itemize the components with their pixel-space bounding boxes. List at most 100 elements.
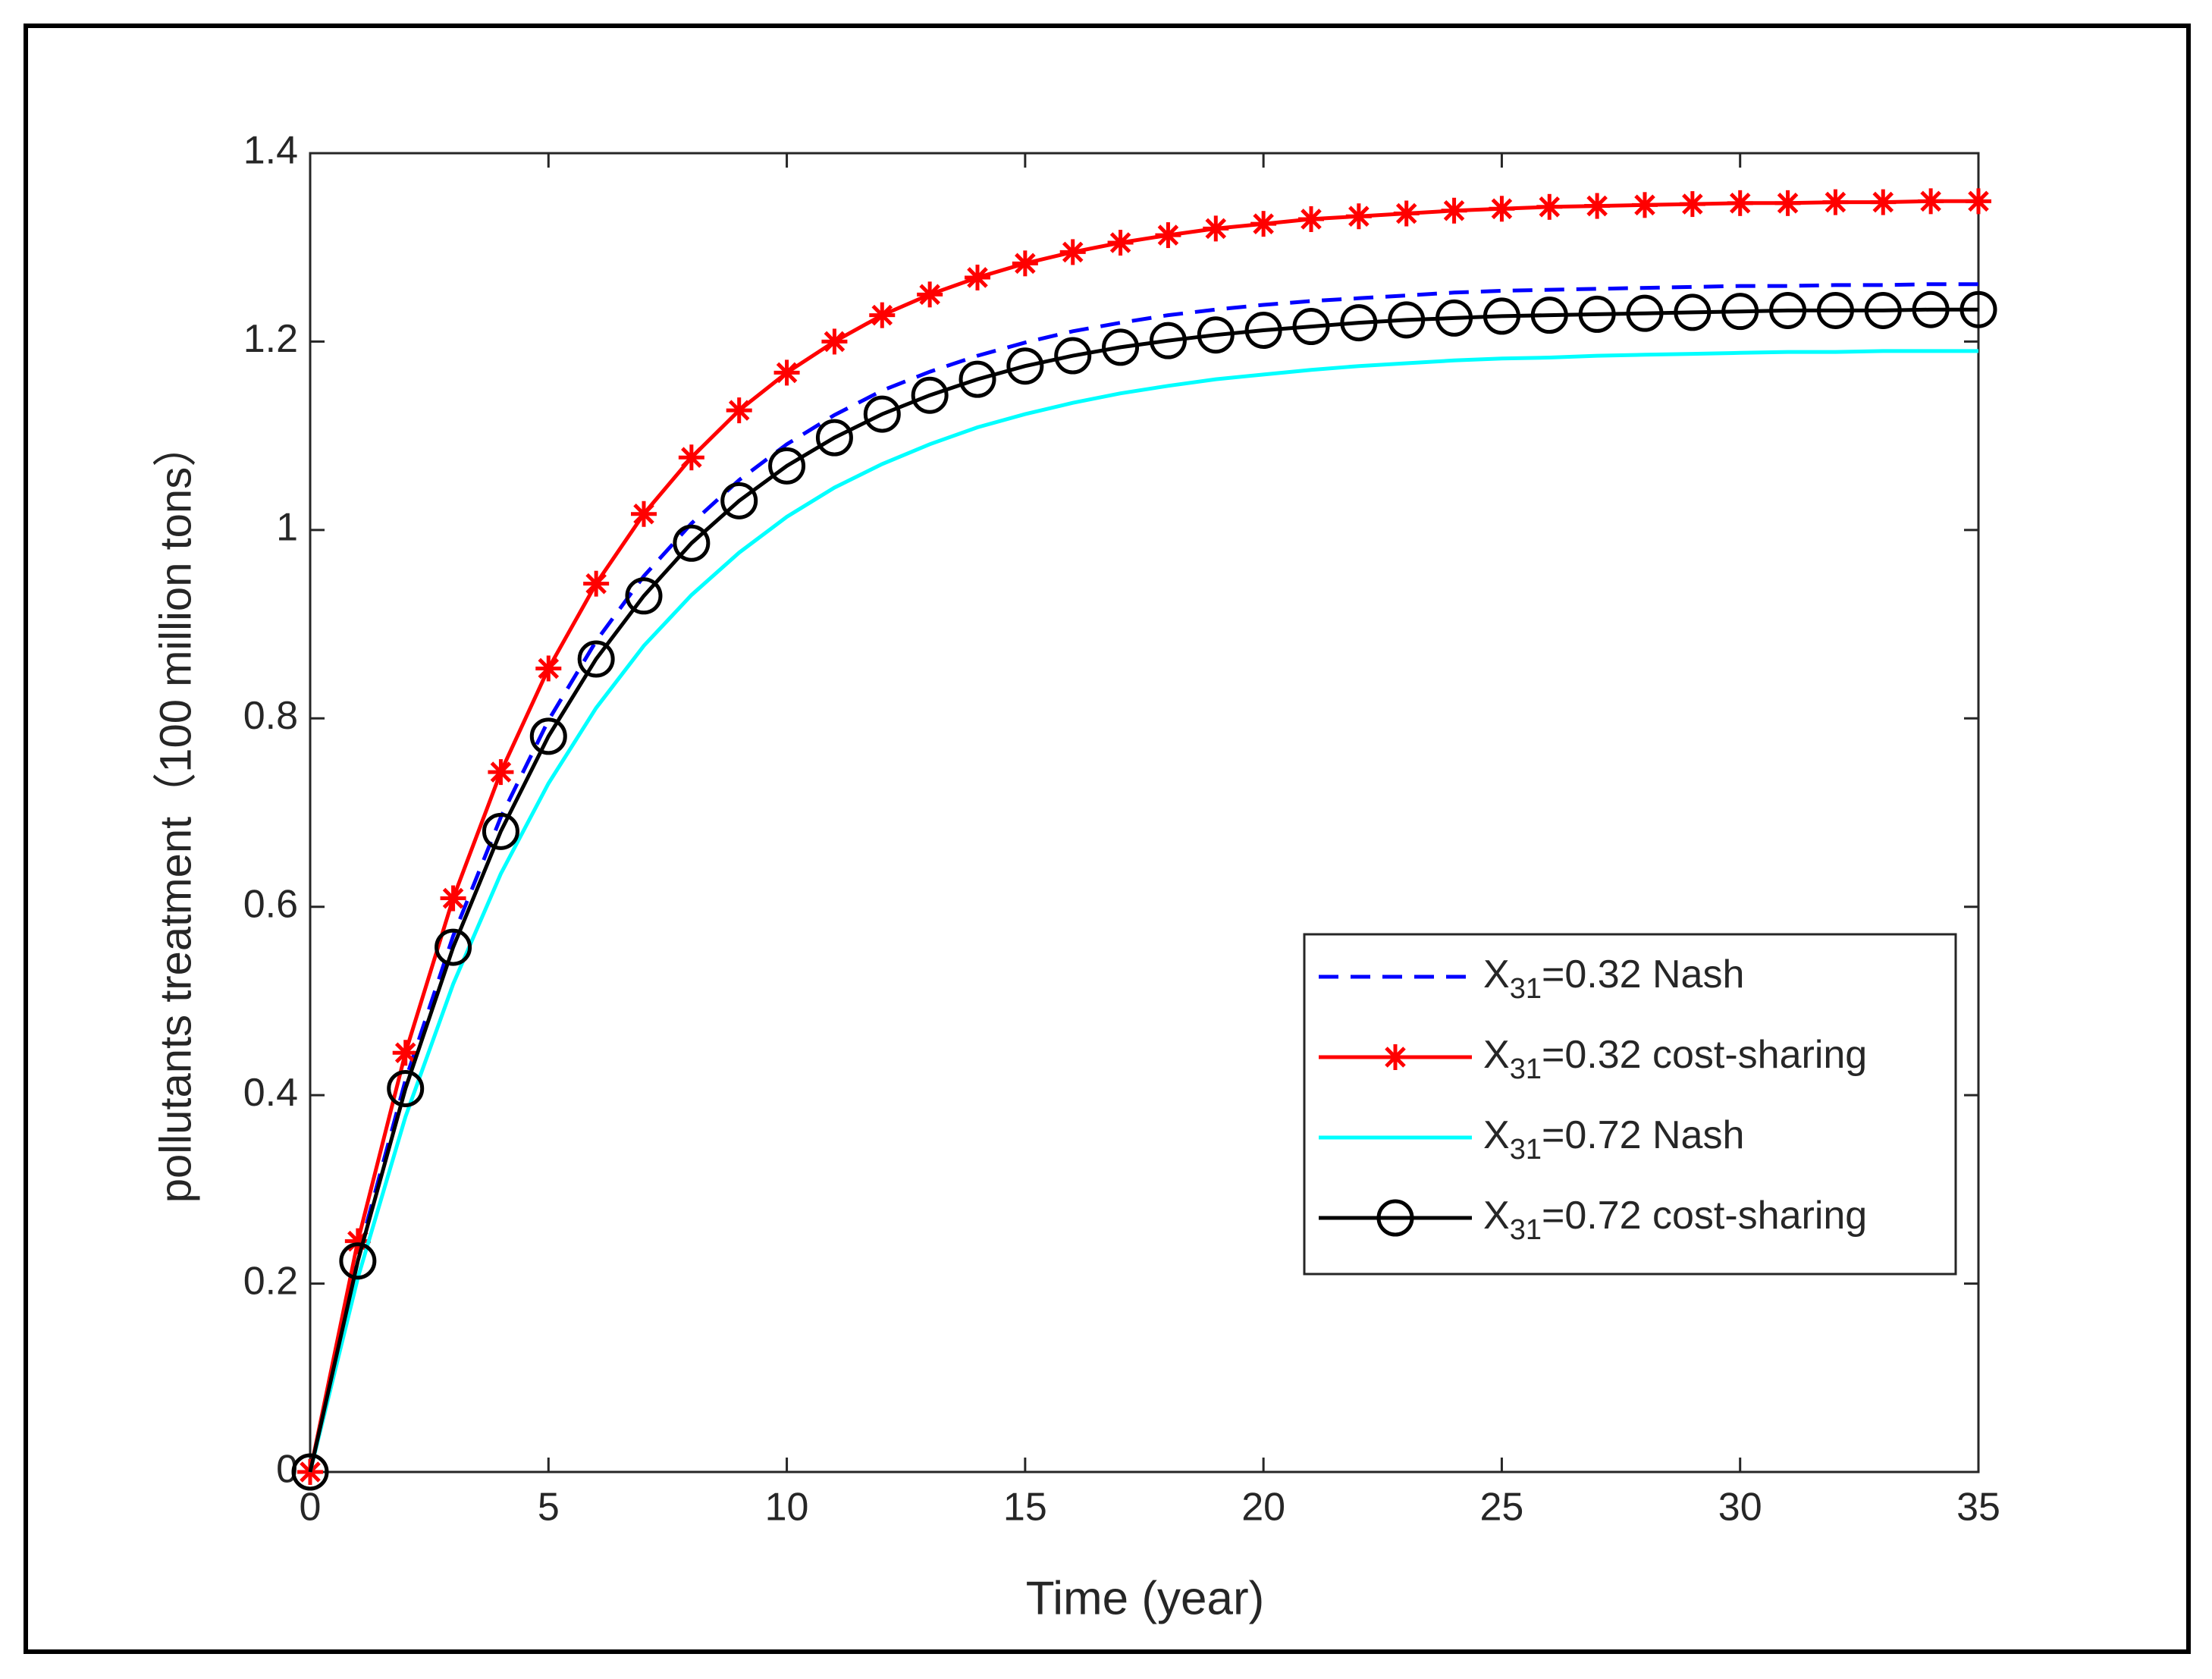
circle-marker <box>482 812 519 850</box>
circle-marker <box>1483 297 1520 335</box>
asterisk-marker <box>440 885 466 912</box>
marker-shape <box>1376 1199 1414 1237</box>
marker-shape <box>1769 291 1807 329</box>
asterisk-marker <box>535 655 562 682</box>
x-tick-label: 25 <box>1480 1486 1524 1530</box>
asterisk-marker <box>869 302 896 328</box>
marker-stroke <box>1443 199 1465 221</box>
circle-marker <box>1816 291 1854 329</box>
circle-marker <box>1959 290 1997 328</box>
asterisk-marker <box>821 328 848 355</box>
circle-marker <box>959 360 996 398</box>
marker-shape <box>1292 308 1330 346</box>
marker-stroke <box>394 1042 416 1064</box>
asterisk-marker <box>1203 215 1229 242</box>
marker-stroke <box>776 362 798 384</box>
asterisk-marker <box>1250 211 1277 237</box>
asterisk-marker <box>583 570 610 597</box>
marker-stroke <box>1968 190 1989 212</box>
marker-stroke <box>1729 193 1751 214</box>
marker-shape <box>1197 316 1235 354</box>
marker-shape <box>768 447 806 485</box>
circle-marker <box>1769 291 1807 329</box>
series-line <box>308 282 1978 1473</box>
marker-stroke <box>824 331 846 353</box>
x-tick-label: 15 <box>1003 1486 1047 1530</box>
asterisk-marker <box>678 444 704 471</box>
marker-stroke <box>585 573 607 595</box>
circle-marker <box>339 1242 377 1280</box>
asterisk-marker <box>917 281 943 308</box>
circle-marker <box>1912 290 1950 328</box>
x-tick-label: 20 <box>1241 1486 1285 1530</box>
circle-marker <box>625 577 663 615</box>
asterisk-marker <box>1727 190 1753 216</box>
asterisk-marker <box>1012 250 1038 277</box>
y-tick-label: 0.2 <box>243 1259 298 1303</box>
marker-shape <box>1864 291 1902 329</box>
marker-stroke <box>1539 196 1561 218</box>
asterisk-marker <box>1489 196 1515 222</box>
circle-marker <box>1578 295 1616 333</box>
marker-shape <box>1340 304 1378 342</box>
y-tick-label: 0.8 <box>243 694 298 738</box>
circle-marker <box>1006 347 1044 385</box>
marker-stroke <box>1825 191 1846 213</box>
marker-stroke <box>1205 218 1227 240</box>
marker-stroke <box>1062 241 1084 263</box>
asterisk-marker <box>1584 193 1611 219</box>
asterisk-marker <box>1870 189 1897 215</box>
marker-stroke <box>728 400 750 421</box>
circle-marker <box>863 395 901 433</box>
marker-shape <box>1244 312 1282 350</box>
marker-shape <box>1721 293 1759 331</box>
circle-marker <box>1340 304 1378 342</box>
y-tick-label: 1.2 <box>243 317 298 361</box>
marker-stroke <box>633 503 654 525</box>
asterisk-marker <box>1918 188 1944 215</box>
circle-marker <box>815 419 853 457</box>
asterisk-marker <box>1155 222 1181 249</box>
circle-marker <box>1054 337 1092 375</box>
circle-marker <box>1435 299 1473 337</box>
circle-marker <box>387 1069 425 1107</box>
x-tick-label: 0 <box>300 1486 322 1530</box>
series-line <box>308 349 1978 1473</box>
x-axis-label: Time (year) <box>1026 1572 1265 1624</box>
marker-stroke <box>1253 213 1274 234</box>
legend-label: X31=0.72 cost-sharing <box>1483 1194 1867 1246</box>
marker-stroke <box>871 304 893 326</box>
asterisk-marker <box>1822 189 1849 215</box>
asterisk-marker <box>965 264 990 290</box>
marker-shape <box>959 360 996 398</box>
marker-shape <box>1149 322 1187 359</box>
circle-marker <box>1674 293 1712 331</box>
marker-shape <box>482 812 519 850</box>
marker-shape <box>1674 293 1712 331</box>
marker-shape <box>911 376 949 414</box>
marker-shape <box>1006 347 1044 385</box>
legend-marker <box>1382 1044 1408 1070</box>
marker-stroke <box>1491 198 1513 220</box>
circle-marker <box>1244 312 1282 350</box>
circle-marker <box>911 376 949 414</box>
marker-shape <box>1578 295 1616 333</box>
circle-marker <box>768 447 806 485</box>
marker-shape <box>1435 299 1473 337</box>
circle-marker <box>529 717 567 755</box>
marker-shape <box>1530 297 1568 334</box>
marker-shape <box>1388 301 1426 339</box>
marker-shape <box>720 482 758 519</box>
asterisk-marker <box>1059 239 1086 265</box>
y-tick-label: 1.4 <box>243 129 298 173</box>
x-tick-label: 5 <box>538 1486 560 1530</box>
asterisk-marker <box>1393 200 1420 227</box>
marker-stroke <box>490 761 512 783</box>
marker-shape <box>673 524 711 562</box>
asterisk-marker <box>1298 206 1324 232</box>
marker-stroke <box>1682 193 1703 215</box>
marker-shape <box>1483 297 1520 335</box>
marker-stroke <box>1385 1047 1406 1068</box>
asterisk-marker <box>1345 203 1372 230</box>
